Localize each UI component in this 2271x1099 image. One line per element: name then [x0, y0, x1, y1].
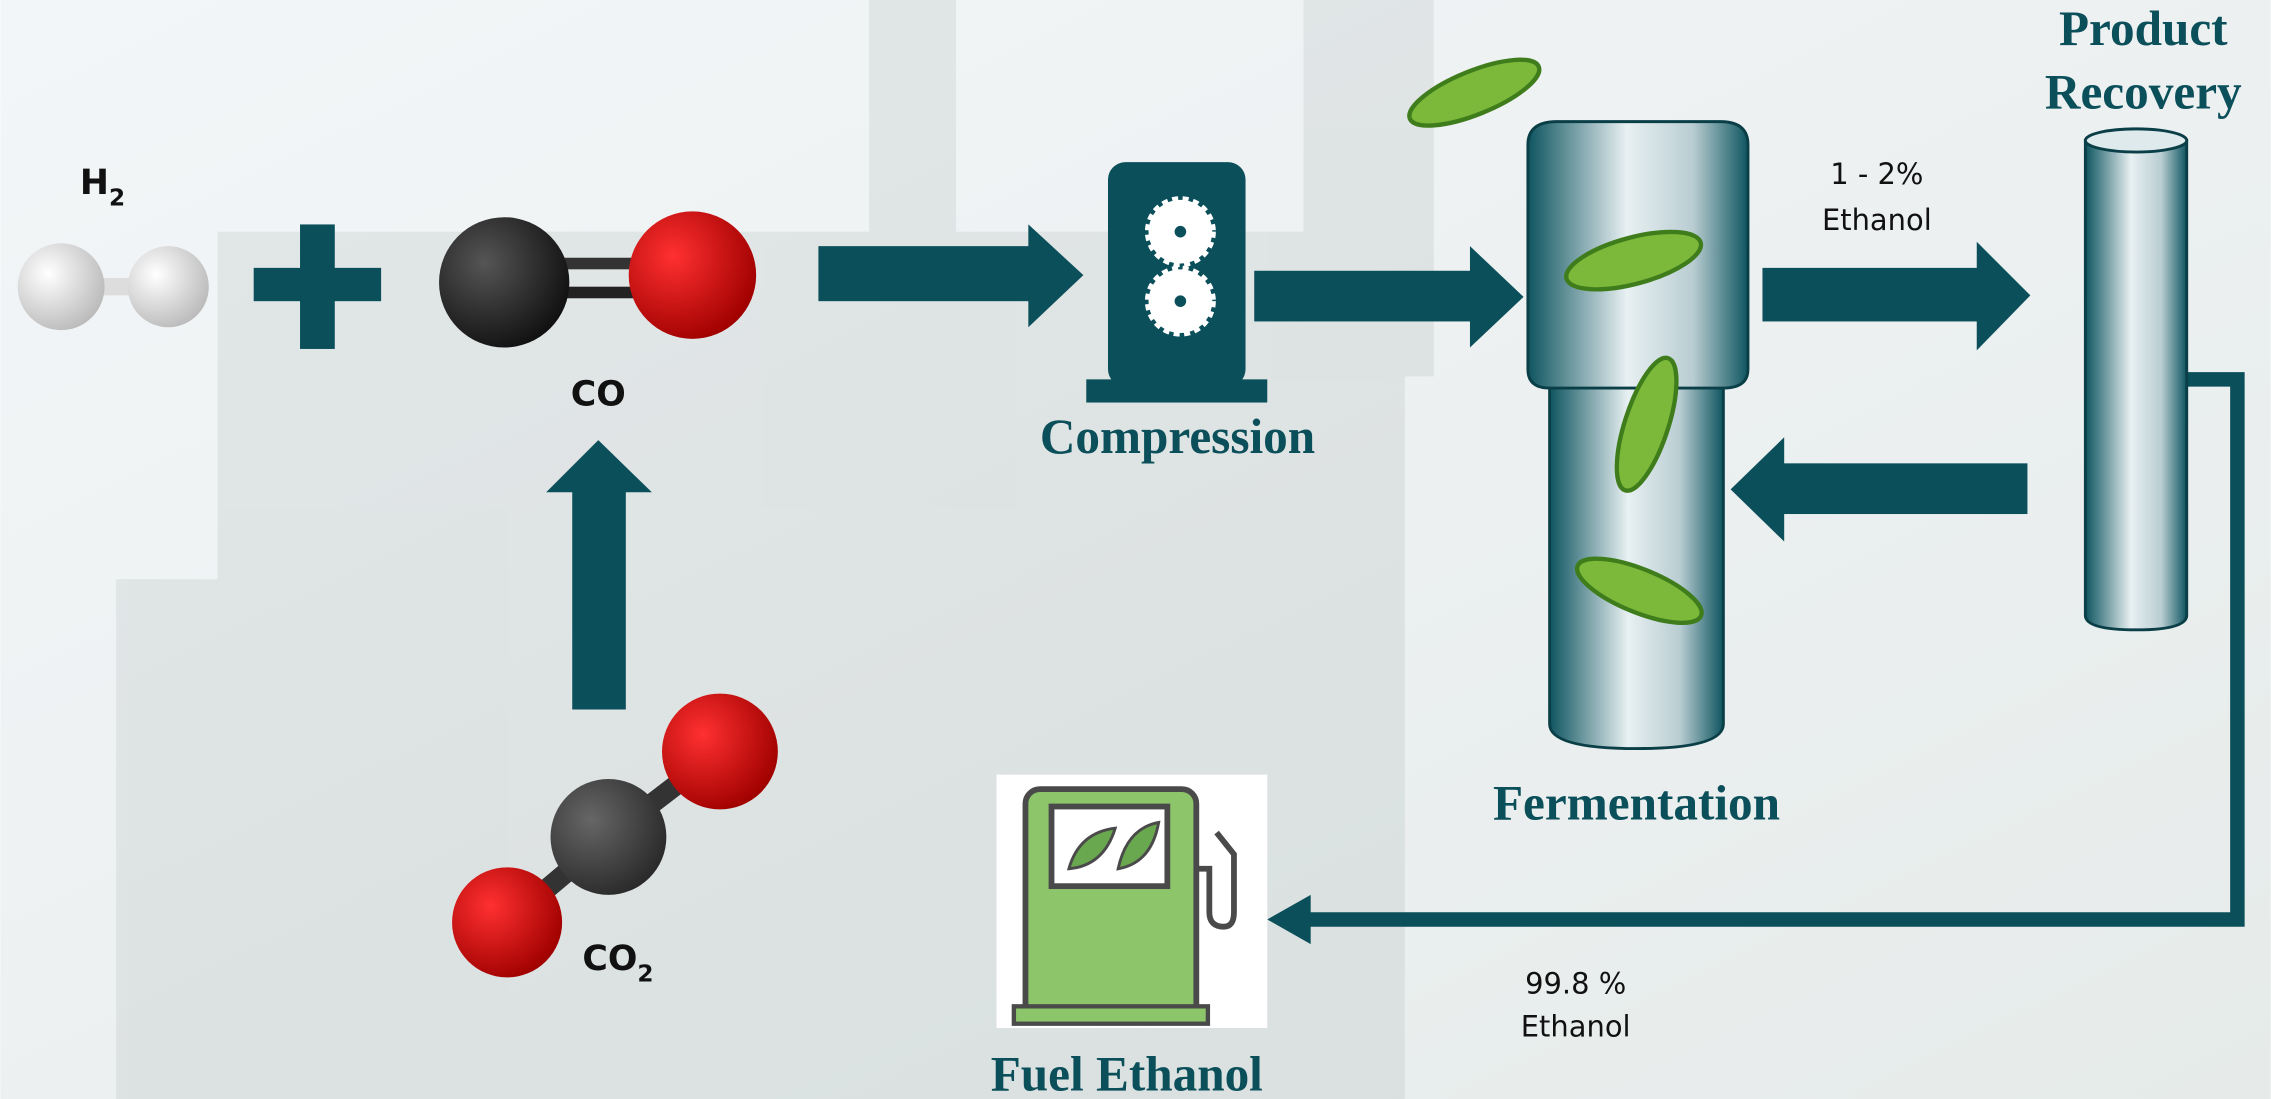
- co2-sub: 2: [637, 962, 653, 988]
- annotation: 99.8 %: [1525, 966, 1626, 1000]
- compressor: [1086, 162, 1267, 402]
- fuel-label: Fuel Ethanol: [991, 1046, 1263, 1099]
- recovery-label: Product: [2059, 1, 2228, 56]
- fermentation-label: Fermentation: [1493, 776, 1780, 831]
- annotation: Ethanol: [1521, 1010, 1631, 1044]
- h2-main: H: [80, 163, 109, 203]
- co2-main: CO: [582, 939, 637, 979]
- recovery-label: Recovery: [2045, 65, 2242, 120]
- annotation: Ethanol: [1822, 203, 1932, 237]
- annotation: 1 - 2%: [1830, 157, 1923, 191]
- fuel-pump: [996, 775, 1267, 1028]
- recovery-column: [2085, 129, 2186, 630]
- co-label: CO: [571, 374, 626, 414]
- h2-sub: 2: [109, 186, 125, 212]
- diagram: H2 CO CO2 Compression: [0, 0, 2271, 1099]
- compression-label: Compression: [1040, 409, 1315, 464]
